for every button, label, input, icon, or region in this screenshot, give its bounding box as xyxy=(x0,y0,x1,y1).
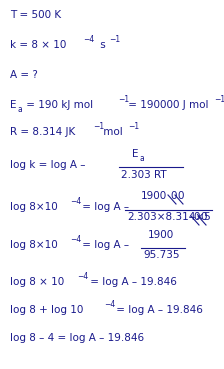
Text: k = 8 × 10: k = 8 × 10 xyxy=(10,40,66,50)
Text: mol: mol xyxy=(100,127,123,137)
Text: −1: −1 xyxy=(128,122,139,131)
Text: s: s xyxy=(97,40,106,50)
Text: = log A – 19.846: = log A – 19.846 xyxy=(113,305,203,315)
Text: a: a xyxy=(18,105,23,114)
Text: = 190 kJ mol: = 190 kJ mol xyxy=(23,100,93,110)
Text: = 190000 J mol: = 190000 J mol xyxy=(125,100,209,110)
Text: T = 500 K: T = 500 K xyxy=(10,10,61,20)
Text: log 8 × 10: log 8 × 10 xyxy=(10,277,64,287)
Text: E: E xyxy=(132,149,138,159)
Text: = log A –: = log A – xyxy=(79,240,129,250)
Text: 95.735: 95.735 xyxy=(143,250,179,260)
Text: a: a xyxy=(140,154,145,163)
Text: R = 8.314 JK: R = 8.314 JK xyxy=(10,127,75,137)
Text: −4: −4 xyxy=(104,300,115,309)
Text: 0: 0 xyxy=(170,191,177,201)
Text: −4: −4 xyxy=(70,197,81,206)
Text: 0: 0 xyxy=(200,212,207,222)
Text: E: E xyxy=(10,100,17,110)
Text: A = ?: A = ? xyxy=(10,70,38,80)
Text: log 8 – 4 = log A – 19.846: log 8 – 4 = log A – 19.846 xyxy=(10,333,144,343)
Text: −1: −1 xyxy=(118,95,129,104)
Text: −4: −4 xyxy=(83,35,94,44)
Text: log 8×10: log 8×10 xyxy=(10,240,58,250)
Text: 1900: 1900 xyxy=(141,191,167,201)
Text: −4: −4 xyxy=(70,235,81,244)
Text: −4: −4 xyxy=(77,272,88,281)
Text: −1: −1 xyxy=(109,35,120,44)
Text: 0: 0 xyxy=(177,191,183,201)
Text: −1: −1 xyxy=(214,95,224,104)
Text: −1: −1 xyxy=(93,122,104,131)
Text: 0: 0 xyxy=(193,212,200,222)
Text: = log A – 19.846: = log A – 19.846 xyxy=(87,277,177,287)
Text: 1900: 1900 xyxy=(148,230,174,240)
Text: 2.303×8.314×5: 2.303×8.314×5 xyxy=(127,212,211,222)
Text: log 8×10: log 8×10 xyxy=(10,202,58,212)
Text: log 8 + log 10: log 8 + log 10 xyxy=(10,305,83,315)
Text: = log A –: = log A – xyxy=(79,202,129,212)
Text: log k = log A –: log k = log A – xyxy=(10,160,86,170)
Text: 2.303 RT: 2.303 RT xyxy=(121,170,167,180)
